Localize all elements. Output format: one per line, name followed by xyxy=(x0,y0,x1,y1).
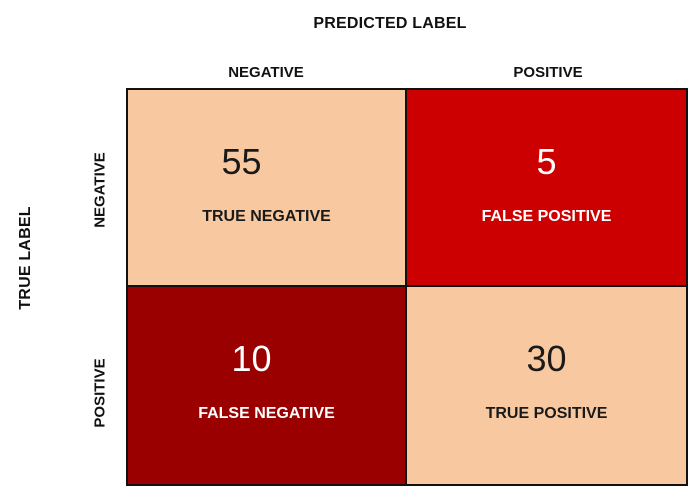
false-positive-caption: FALSE POSITIVE xyxy=(481,208,612,225)
false-negative-cell: 10 FALSE NEGATIVE xyxy=(128,287,407,484)
column-label-negative: NEGATIVE xyxy=(228,64,304,81)
true-negative-count: 55 xyxy=(221,141,262,182)
true-negative-cell: 55 TRUE NEGATIVE xyxy=(128,90,407,287)
true-negative-caption: TRUE NEGATIVE xyxy=(202,208,331,225)
true-label-title: TRUE LABEL xyxy=(17,206,34,310)
false-positive-cell: 5 FALSE POSITIVE xyxy=(407,90,686,287)
false-negative-count: 10 xyxy=(231,338,272,379)
predicted-label-title: PREDICTED LABEL xyxy=(313,15,467,32)
row-label-negative: NEGATIVE xyxy=(91,152,109,228)
false-positive-count: 5 xyxy=(536,141,557,182)
true-positive-count: 30 xyxy=(526,338,567,379)
column-label-positive: POSITIVE xyxy=(513,64,583,81)
true-positive-cell: 30 TRUE POSITIVE xyxy=(407,287,686,484)
true-positive-caption: TRUE POSITIVE xyxy=(485,405,608,422)
confusion-matrix: 55 TRUE NEGATIVE 5 FALSE POSITIVE 10 FAL… xyxy=(126,88,688,486)
false-negative-caption: FALSE NEGATIVE xyxy=(198,405,335,422)
row-label-positive: POSITIVE xyxy=(91,358,109,428)
